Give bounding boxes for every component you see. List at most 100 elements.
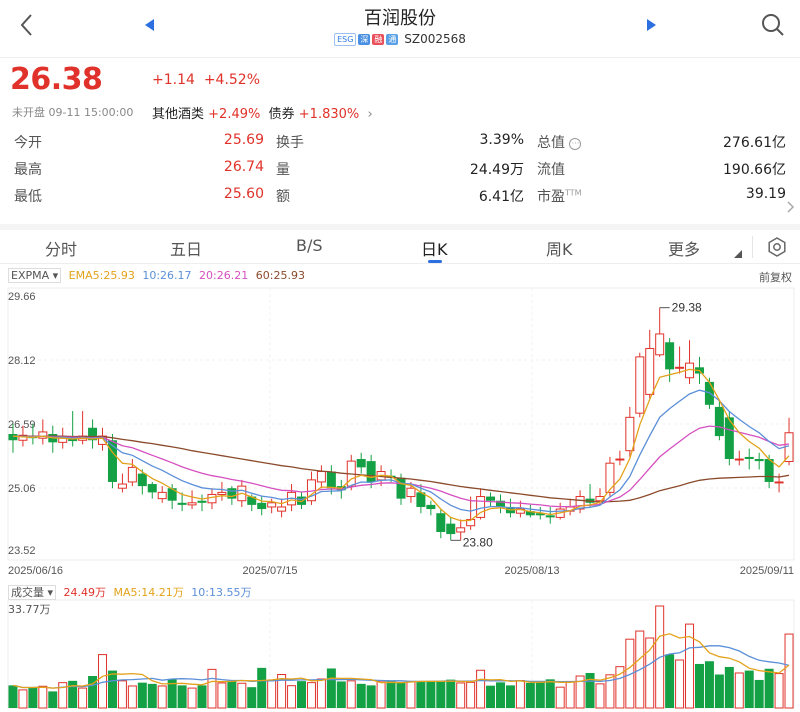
adjust-mode[interactable]: 前复权 — [759, 271, 792, 284]
volume-bar-up — [615, 666, 625, 709]
volume-bar-up — [685, 623, 695, 709]
vol_ma10-line — [12, 645, 790, 689]
quote-label: 换手 — [276, 135, 304, 151]
tab-bs[interactable]: B/S — [296, 236, 323, 255]
tab-timeshare[interactable]: 分时 — [45, 240, 78, 259]
volume-bar-down — [356, 683, 366, 708]
kline-chart[interactable]: 29.66 28.12 26.59 25.06 23.52 29.38 23.80 202… — [0, 285, 800, 712]
candle-body-up — [774, 481, 784, 484]
candle-body-down — [724, 417, 734, 460]
volume-bar-down — [68, 680, 78, 708]
volume-bar-down — [48, 691, 58, 708]
bond-percent: +1.830% — [298, 107, 360, 122]
volume-bar-down — [416, 682, 426, 708]
quote-row: 最高 26.74 量 24.49万 流值 190.66亿 — [0, 159, 800, 185]
candle-body-down — [525, 511, 535, 516]
volume-bar-down — [754, 679, 764, 708]
candle-body-up — [655, 333, 665, 356]
volume-bar-down — [525, 682, 535, 708]
volume-legend: 成交量 ▾ 24.49万 MA5:14.21万 10:13.55万 — [8, 584, 251, 600]
volume-bar-up — [78, 687, 88, 709]
volume-bar-up — [565, 680, 575, 709]
stock-tags-row: ESG 深融通 SZ002568 — [0, 32, 800, 46]
volume-bar-up — [515, 680, 525, 709]
volume-bar-down — [704, 661, 714, 708]
volume-axis-max: 33.77万 — [8, 603, 51, 616]
candle-body-up — [615, 458, 625, 461]
volume-bar-up — [117, 680, 127, 709]
price-tick-label: 28.12 — [8, 355, 36, 367]
volume-bar-up — [734, 672, 744, 709]
active-tab-indicator — [428, 260, 442, 263]
ema-lines-layer — [12, 368, 790, 522]
sector-link[interactable]: 其他酒类 +2.49% 债券 +1.830% › — [152, 103, 373, 122]
quote-value: 39.19 — [745, 186, 786, 202]
back-arrow-icon[interactable] — [18, 12, 36, 38]
volume-bar-down — [505, 685, 515, 708]
candle-body-down — [396, 477, 406, 499]
tab-weekly-k[interactable]: 周K — [546, 240, 573, 259]
candle-body-down — [545, 515, 555, 518]
quote-label[interactable]: 总值 ··· — [537, 132, 582, 152]
prev-stock-icon[interactable] — [143, 18, 155, 32]
quote-value: 26.74 — [223, 159, 264, 175]
search-icon[interactable] — [760, 12, 786, 38]
candle-body-down — [326, 471, 336, 489]
volume-bar-down — [366, 685, 376, 708]
volume-bar-down — [764, 668, 774, 708]
sector-percent: +2.49% — [208, 107, 261, 122]
ema5-line — [12, 368, 790, 522]
candle-body-up — [645, 348, 655, 395]
settings-gear-icon[interactable] — [766, 236, 788, 258]
candle-body-down — [366, 461, 376, 482]
volume-bar-up — [306, 682, 316, 709]
price-tick-label: 29.66 — [8, 291, 36, 303]
candle-body-down — [356, 459, 366, 468]
quote-label: 流值 — [537, 162, 565, 178]
candle-body-down — [227, 488, 237, 499]
vol_ma5-line — [12, 633, 790, 689]
sector-label: 其他酒类 — [152, 107, 205, 122]
volume-bar-down — [744, 670, 754, 708]
candle-body-down — [197, 500, 207, 503]
tong-tag: 通 — [386, 34, 399, 45]
candle-body-down — [754, 459, 764, 462]
volume-bar-down — [227, 680, 237, 708]
expand-chevron-icon[interactable] — [786, 200, 796, 214]
quote-value: 25.60 — [223, 186, 264, 202]
volume-bar-down — [436, 681, 446, 708]
tab-more[interactable]: 更多 — [668, 240, 701, 259]
volume-bar-down — [386, 680, 396, 708]
quote-value: 3.39% — [479, 132, 524, 148]
ema10-label: 10:26.17 — [142, 269, 192, 282]
candle-body-down — [177, 502, 187, 505]
volume-selector[interactable]: 成交量 ▾ — [8, 585, 57, 600]
volume-bar-down — [396, 682, 406, 708]
volume-bar-up — [267, 680, 277, 709]
quote-row: 今开 25.69 换手 3.39% 总值 ··· 276.61亿 — [0, 132, 800, 158]
candle-body-down — [535, 513, 545, 516]
quote-label: 最低 — [14, 189, 42, 205]
candle-body-down — [436, 513, 446, 532]
quote-value: 276.61亿 — [723, 135, 786, 151]
vol-ma5-label: MA5:14.21万 — [113, 586, 184, 599]
indicator-selector[interactable]: EXPMA ▾ — [8, 268, 62, 283]
chart-tabs: 分时 五日 B/S 日K 周K 更多 — [0, 224, 800, 264]
next-stock-icon[interactable] — [646, 18, 658, 32]
candle-body-up — [117, 483, 127, 489]
tab-daily-k[interactable]: 日K — [421, 240, 448, 259]
volume-bar-up — [406, 680, 416, 709]
volume-bar-up — [376, 680, 386, 709]
candle-body-up — [456, 527, 466, 533]
candle-body-up — [406, 487, 416, 498]
tab-five-day[interactable]: 五日 — [170, 240, 203, 259]
high-annotation: 29.38 — [672, 301, 702, 315]
volume-bar-up — [38, 685, 48, 709]
chevron-right-icon: › — [363, 107, 373, 122]
price-change: +1.14 +4.52% — [152, 72, 260, 88]
quote-row: 最低 25.60 额 6.41亿 市盈TTM 39.19 — [0, 186, 800, 212]
candle-body-up — [277, 506, 287, 512]
esg-tag[interactable]: ESG — [334, 33, 357, 46]
quote-value: 25.69 — [223, 132, 264, 148]
volume-bar-up — [287, 685, 297, 709]
